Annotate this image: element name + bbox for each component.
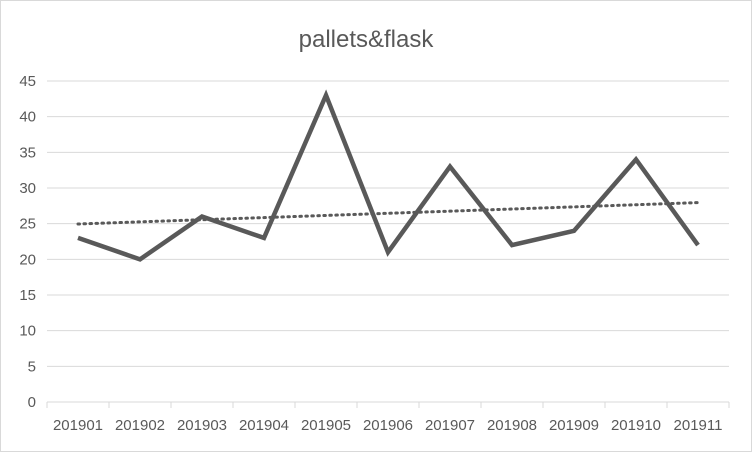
y-tick-label: 45: [19, 73, 36, 90]
y-axis-ticks: 0 5 10 15 20 25 30 35 40 45: [19, 73, 36, 411]
x-tick-label: 201908: [487, 417, 537, 434]
y-tick-label: 0: [28, 394, 36, 411]
x-axis-ticks: 201901 201902 201903 201904 201905 201906 2019…: [47, 402, 729, 434]
x-tick-label: 201905: [301, 417, 351, 434]
x-tick-label: 201911: [674, 417, 723, 434]
y-tick-label: 25: [19, 216, 36, 233]
y-tick-label: 30: [19, 180, 36, 197]
gridlines: [47, 81, 729, 402]
x-tick-label: 201907: [425, 417, 475, 434]
y-tick-label: 40: [19, 109, 36, 126]
x-tick-label: 201904: [239, 417, 289, 434]
trendline-layer: [78, 203, 698, 224]
y-tick-label: 20: [19, 251, 36, 268]
x-tick-label: 201901: [53, 417, 103, 434]
y-tick-label: 5: [28, 358, 36, 375]
chart-title: pallets&flask: [299, 26, 435, 53]
y-tick-label: 10: [19, 323, 36, 340]
y-tick-label: 15: [19, 287, 36, 304]
series-layer: [78, 95, 698, 259]
x-tick-label: 201902: [115, 417, 165, 434]
x-tick-label: 201906: [363, 417, 413, 434]
series-line: [78, 95, 698, 259]
x-tick-label: 201903: [177, 417, 227, 434]
trendline: [78, 203, 698, 224]
y-tick-label: 35: [19, 144, 36, 161]
x-tick-label: 201910: [611, 417, 661, 434]
x-tick-label: 201909: [549, 417, 599, 434]
